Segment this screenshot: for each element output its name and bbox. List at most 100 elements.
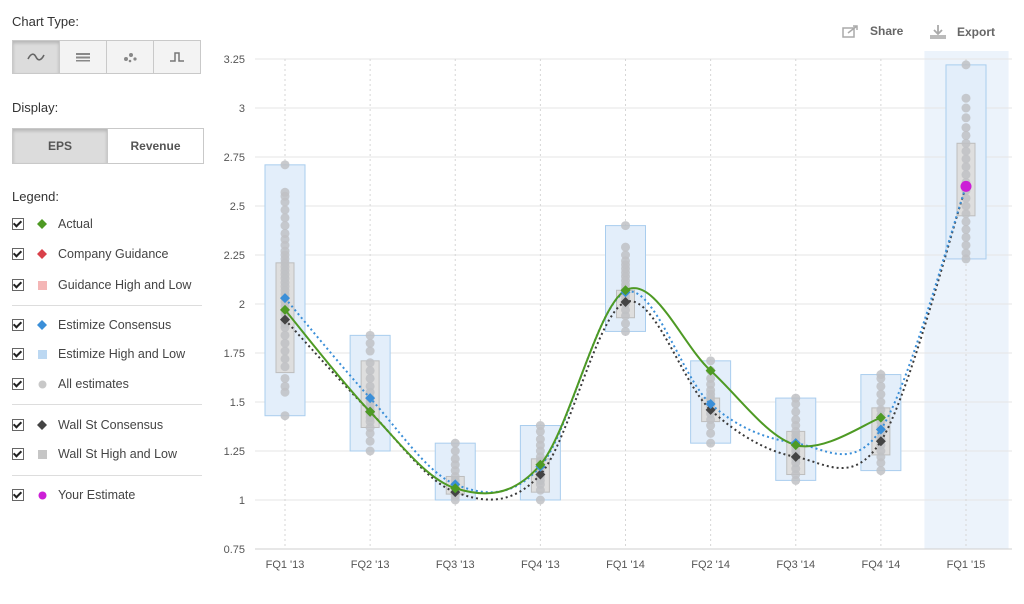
- legend-label: All estimates: [58, 377, 129, 391]
- legend-checkbox[interactable]: [12, 489, 24, 501]
- legend-label: Guidance High and Low: [58, 278, 192, 292]
- share-button[interactable]: Share: [842, 24, 903, 38]
- estimate-dot: [621, 319, 630, 329]
- legend-item-estimize-high-and-low[interactable]: Estimize High and Low: [12, 345, 185, 363]
- export-label: Export: [957, 25, 996, 39]
- step-icon: [170, 52, 184, 62]
- legend-item-actual[interactable]: Actual: [12, 215, 93, 233]
- estimate-dot: [876, 466, 886, 476]
- x-tick-label: FQ3 '14: [776, 559, 815, 571]
- legend-label: Wall St High and Low: [58, 447, 178, 461]
- legend-checkbox[interactable]: [12, 218, 24, 230]
- estimate-dot: [876, 389, 886, 399]
- x-tick-label: FQ2 '14: [691, 559, 730, 571]
- legend-checkbox[interactable]: [12, 419, 24, 431]
- estimate-dot: [876, 397, 886, 407]
- estimate-dot: [621, 250, 630, 260]
- x-tick-label: FQ1 '13: [266, 559, 305, 571]
- chart-type-step-button[interactable]: [154, 41, 200, 73]
- estimate-dot: [365, 346, 375, 356]
- y-tick-label: 0.75: [224, 544, 245, 556]
- legend-label: Actual: [58, 217, 93, 231]
- legend-item-guidance-high-and-low[interactable]: Guidance High and Low: [12, 276, 191, 294]
- y-tick-label: 2: [239, 299, 245, 311]
- estimate-dot: [450, 446, 460, 456]
- estimate-dot: [961, 60, 971, 70]
- actual-point: [450, 483, 461, 494]
- estimate-dot: [280, 221, 290, 231]
- chart-type-line-button[interactable]: [13, 41, 60, 73]
- estimize-consensus-point: [365, 393, 376, 404]
- y-tick-label: 1.5: [230, 397, 245, 409]
- estimate-dot: [961, 248, 971, 258]
- estimate-dot: [706, 356, 716, 366]
- chart-type-scatter-button[interactable]: [107, 41, 154, 73]
- display-toggle: EPS Revenue: [12, 128, 204, 164]
- legend-checkbox[interactable]: [12, 248, 24, 260]
- legend-checkbox[interactable]: [12, 378, 24, 390]
- square-marker-icon: [34, 448, 50, 460]
- estimate-dot: [280, 373, 290, 383]
- estimate-dot: [280, 205, 290, 215]
- estimize-consensus-point: [280, 293, 290, 304]
- wallst-consensus-point: [875, 436, 886, 447]
- legend-item-estimize-consensus[interactable]: Estimize Consensus: [12, 316, 171, 334]
- estimate-dot: [621, 242, 630, 252]
- legend-item-your-estimate[interactable]: Your Estimate: [12, 486, 135, 504]
- estimate-dot: [280, 330, 290, 340]
- actual-point: [280, 304, 290, 315]
- estimate-dot: [365, 358, 375, 368]
- actual-point: [535, 459, 546, 470]
- legend-checkbox[interactable]: [12, 448, 24, 460]
- estimate-dot: [280, 346, 290, 356]
- legend-label: Estimize High and Low: [58, 347, 186, 361]
- legend-item-wall-st-high-and-low[interactable]: Wall St High and Low: [12, 445, 177, 463]
- legend-item-wall-st-consensus[interactable]: Wall St Consensus: [12, 416, 163, 434]
- legend-checkbox[interactable]: [12, 348, 24, 360]
- estimate-dot: [791, 407, 801, 417]
- estimate-dot: [450, 454, 460, 464]
- estimate-dot: [365, 381, 375, 391]
- legend-label: Your Estimate: [58, 488, 136, 502]
- estimate-dot: [961, 225, 971, 235]
- legend-checkbox[interactable]: [12, 279, 24, 291]
- x-tick-label: FQ1 '14: [606, 559, 645, 571]
- estimate-dot: [706, 373, 716, 383]
- scatter-icon: [124, 53, 137, 63]
- estimate-dot: [961, 103, 971, 113]
- legend-item-all-estimates[interactable]: All estimates: [12, 375, 129, 393]
- y-tick-label: 3.25: [224, 54, 245, 66]
- estimate-dot: [280, 338, 290, 348]
- x-tick-label: FQ4 '14: [861, 559, 900, 571]
- chart-type-table-button[interactable]: [60, 41, 107, 73]
- estimate-dot: [961, 240, 971, 250]
- estimate-dot: [365, 373, 375, 383]
- estimate-dot: [791, 393, 801, 403]
- display-eps-button[interactable]: EPS: [13, 129, 108, 163]
- chart-type-title: Chart Type:: [12, 14, 79, 29]
- x-tick-label: FQ3 '13: [436, 559, 475, 571]
- your-estimate-point: [960, 180, 972, 192]
- actual-line: [284, 287, 882, 495]
- estimate-dot: [621, 326, 630, 336]
- share-icon: [842, 25, 858, 38]
- legend-item-company-guidance[interactable]: Company Guidance: [12, 245, 168, 263]
- wallst-consensus-point: [620, 297, 631, 308]
- share-label: Share: [870, 24, 904, 38]
- estimate-dot: [961, 93, 971, 103]
- estimate-dot: [961, 170, 971, 180]
- circle-marker-icon: [34, 378, 50, 390]
- export-button[interactable]: Export: [929, 24, 995, 40]
- actual-point: [620, 285, 631, 296]
- estimate-dot: [961, 193, 971, 203]
- legend-checkbox[interactable]: [12, 319, 24, 331]
- display-revenue-button[interactable]: Revenue: [108, 129, 203, 163]
- estimate-dot: [450, 438, 460, 448]
- estimate-dot: [365, 446, 375, 456]
- diamond-marker-icon: [34, 218, 50, 230]
- estimate-dot: [365, 338, 375, 348]
- estimate-dot: [280, 187, 290, 197]
- actual-point: [790, 440, 801, 451]
- estimate-dot: [961, 201, 971, 211]
- estimate-dot: [280, 362, 290, 372]
